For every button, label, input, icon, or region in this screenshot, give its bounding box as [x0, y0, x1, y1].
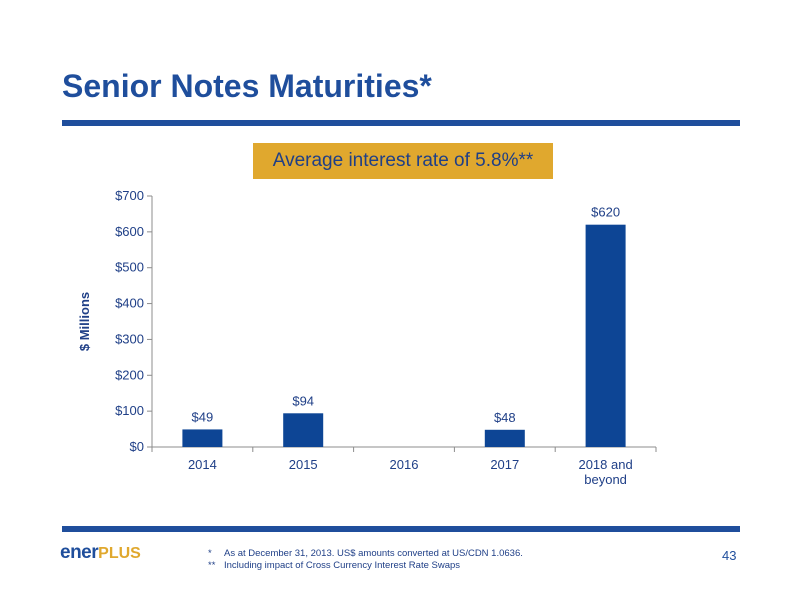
footer-rule	[62, 526, 740, 532]
interest-rate-callout: Average interest rate of 5.8%**	[253, 143, 553, 179]
bar	[484, 429, 525, 447]
x-tick-label: beyond	[584, 472, 627, 487]
slide-title: Senior Notes Maturities*	[62, 68, 432, 104]
y-tick-label: $400	[115, 296, 144, 311]
y-tick-label: $700	[115, 188, 144, 203]
bar	[283, 413, 324, 447]
data-label: $49	[192, 409, 214, 424]
data-label: $48	[494, 410, 516, 425]
data-label: $94	[292, 393, 314, 408]
bar	[182, 429, 223, 447]
bar	[585, 224, 626, 447]
enerplus-logo: enerPLUS	[60, 542, 141, 564]
y-tick-label: $0	[130, 439, 144, 454]
footnotes: * As at December 31, 2013. US$ amounts co…	[208, 548, 523, 572]
y-tick-label: $100	[115, 403, 144, 418]
x-tick-label: 2018 and	[578, 457, 632, 472]
y-tick-label: $300	[115, 331, 144, 346]
x-tick-label: 2016	[390, 457, 419, 472]
logo-ener-text: ener	[60, 542, 99, 563]
y-tick-label: $200	[115, 367, 144, 382]
footnote-mark: **	[208, 560, 216, 571]
x-tick-label: 2017	[490, 457, 519, 472]
y-axis-title: $ Millions	[77, 292, 92, 351]
x-tick-label: 2015	[289, 457, 318, 472]
page-number: 43	[722, 548, 737, 563]
footnote-text: As at December 31, 2013. US$ amounts con…	[224, 548, 523, 559]
data-label: $620	[591, 205, 620, 220]
footnote-1: * As at December 31, 2013. US$ amounts co…	[208, 548, 523, 560]
footnote-2: ** Including impact of Cross Currency Int…	[208, 560, 523, 572]
footnote-mark: *	[208, 548, 212, 559]
x-tick-label: 2014	[188, 457, 217, 472]
footnote-text: Including impact of Cross Currency Inter…	[224, 560, 461, 571]
y-tick-label: $500	[115, 260, 144, 275]
y-tick-label: $600	[115, 224, 144, 239]
title-rule	[62, 120, 740, 126]
logo-plus-text: PLUS	[98, 545, 141, 562]
